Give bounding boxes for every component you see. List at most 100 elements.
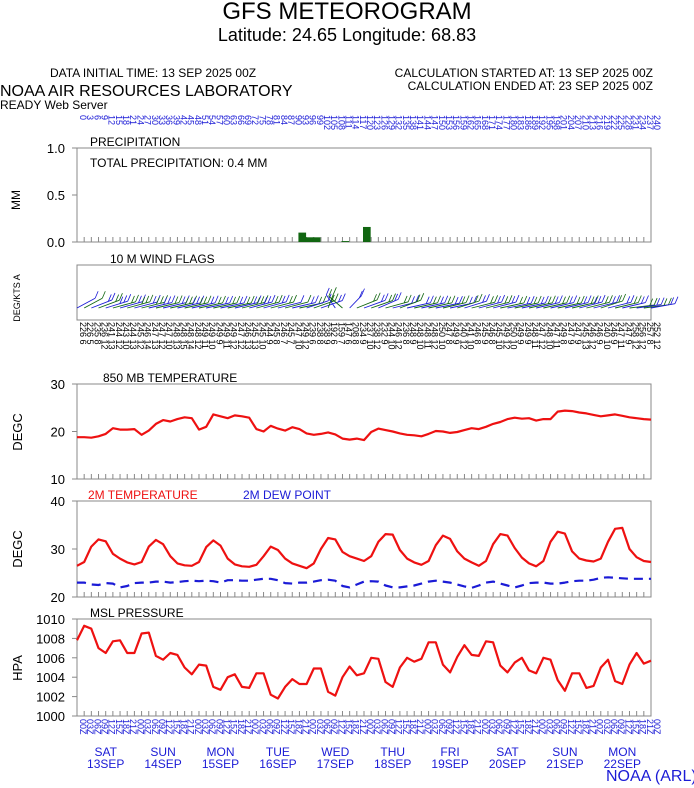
wind-direction-label: 245 7: [286, 322, 296, 345]
msl-y-tick: 1004: [36, 670, 65, 685]
utc-label: 06Z: [437, 719, 447, 735]
wind-direction-label: 239 6: [308, 322, 318, 345]
utc-label: 18Z: [523, 719, 533, 735]
hour-label: 60: [222, 115, 232, 125]
utc-label: 12Z: [279, 719, 289, 735]
wind-direction-label: 257 8: [645, 322, 655, 345]
hour-label: 6: [92, 115, 102, 120]
hour-label: 126: [379, 115, 389, 130]
wind-barb-feather: [559, 295, 563, 303]
wind-barb-feather: [376, 292, 381, 300]
wind-barb-feather: [519, 296, 523, 305]
utc-label: 21Z: [186, 719, 196, 735]
wind-barb-feather: [501, 294, 506, 303]
wind-direction-label: 248 12: [193, 322, 203, 350]
hour-label: 159: [458, 115, 468, 130]
utc-label: 21Z: [300, 719, 310, 735]
wind-barb-feather: [141, 296, 146, 305]
hour-label: 96: [308, 115, 318, 125]
wind-direction-label: 247 11: [552, 322, 562, 349]
hour-label: 12: [107, 115, 117, 125]
utc-label: 12Z: [566, 719, 576, 735]
date-label: 20SEP: [489, 757, 526, 771]
wind-barb-feather: [411, 296, 415, 304]
wind-direction-label: 250 10: [437, 322, 447, 350]
wind-barb-feather: [649, 298, 654, 306]
wind-barb-feather: [328, 289, 333, 297]
wind-barb-feather: [392, 293, 396, 301]
wind-barb-feather: [358, 290, 363, 299]
wind-direction-label: 247 11: [616, 322, 626, 349]
date-label: 13SEP: [87, 757, 124, 771]
hour-label: 30: [150, 115, 160, 125]
wind-direction-label: 246 14: [143, 322, 153, 350]
hour-label: 189: [530, 115, 540, 130]
t850-y-tick: 30: [51, 377, 65, 392]
wind-barb-feather: [271, 294, 276, 303]
wind-direction-label: 247 13: [150, 322, 160, 350]
msl-y-tick: 1008: [36, 631, 65, 646]
wind-direction-label: 256 12: [638, 322, 648, 350]
wind-barb-feather: [101, 291, 106, 299]
wind-direction-label: 248 13: [171, 322, 181, 350]
wind-direction-label: 247 9: [623, 322, 633, 345]
wind-barb-feather: [189, 296, 193, 304]
wind-barb-feather: [482, 295, 486, 303]
utc-label: 18Z: [293, 719, 303, 735]
wind-direction-label: 247 12: [157, 322, 167, 350]
hour-label: 234: [638, 115, 648, 130]
day-of-week-label: MON: [608, 745, 636, 759]
wind-direction-label: 246 8: [487, 322, 497, 345]
hour-label: 123: [372, 115, 382, 130]
hour-label: 42: [178, 115, 188, 125]
wind-barb-feather: [583, 296, 588, 304]
hour-label: 135: [401, 115, 411, 130]
precip-y-tick: 1.0: [47, 141, 65, 156]
wind-ylabel: DEG/KTS A: [12, 274, 22, 322]
t850-plot-frame: [76, 383, 652, 480]
utc-label: 18Z: [178, 719, 188, 735]
wind-direction-label: 234 9: [358, 322, 368, 345]
wind-barb-feather: [341, 293, 346, 301]
wind-barb-feather: [420, 293, 425, 301]
precip-y-tick: 0.5: [47, 188, 65, 203]
wind-barb-feather: [656, 298, 661, 306]
hour-label: 48: [193, 115, 203, 125]
legend-2m-dew-point: 2M DEW POINT: [243, 488, 332, 502]
day-of-week-label: SAT: [94, 745, 117, 759]
utc-label: 15Z: [229, 719, 239, 735]
utc-label: 15Z: [171, 719, 181, 735]
utc-label: 06Z: [207, 719, 217, 735]
wind-direction-label: 246 12: [394, 322, 404, 350]
wind-barb-feather: [274, 295, 279, 304]
wind-barb-feather: [451, 295, 456, 303]
wind-barb-feather: [149, 294, 154, 303]
hour-label: 213: [587, 115, 597, 130]
utc-label: 03Z: [315, 719, 325, 735]
precip-bar: [305, 237, 314, 242]
hour-label: 93: [300, 115, 310, 125]
wind-barb-feather: [663, 298, 668, 306]
wind-barb-feather: [403, 295, 408, 304]
wind-barb-feather: [674, 296, 679, 304]
wind-barb: [328, 295, 343, 309]
hour-label: 36: [164, 115, 174, 125]
wind-direction-label: 245 12: [135, 322, 145, 350]
precip-panel-label: PRECIPITATION: [90, 135, 181, 149]
wind-direction-label: 246 9: [595, 322, 605, 345]
coordinates: Latitude: 24.65 Longitude: 68.83: [217, 25, 477, 45]
wind-barb-feather: [630, 295, 635, 303]
wind-direction-label: 250 10: [509, 322, 519, 350]
utc-label: 15Z: [401, 719, 411, 735]
hour-label: 222: [609, 115, 619, 130]
wind-barb-feather: [622, 293, 626, 302]
footer-credit: NOAA (ARL): [606, 768, 694, 785]
wind-barb-feather: [236, 295, 241, 304]
calc-started: CALCULATION STARTED AT: 13 SEP 2025 00Z: [394, 66, 653, 80]
hour-label: 3: [85, 115, 95, 120]
wind-barb: [284, 301, 309, 309]
msl-y-tick: 1002: [36, 690, 65, 705]
wind-direction-label: 238 12: [372, 322, 382, 350]
wind-barb-feather: [552, 295, 556, 303]
wind-barb-feather: [576, 296, 581, 305]
